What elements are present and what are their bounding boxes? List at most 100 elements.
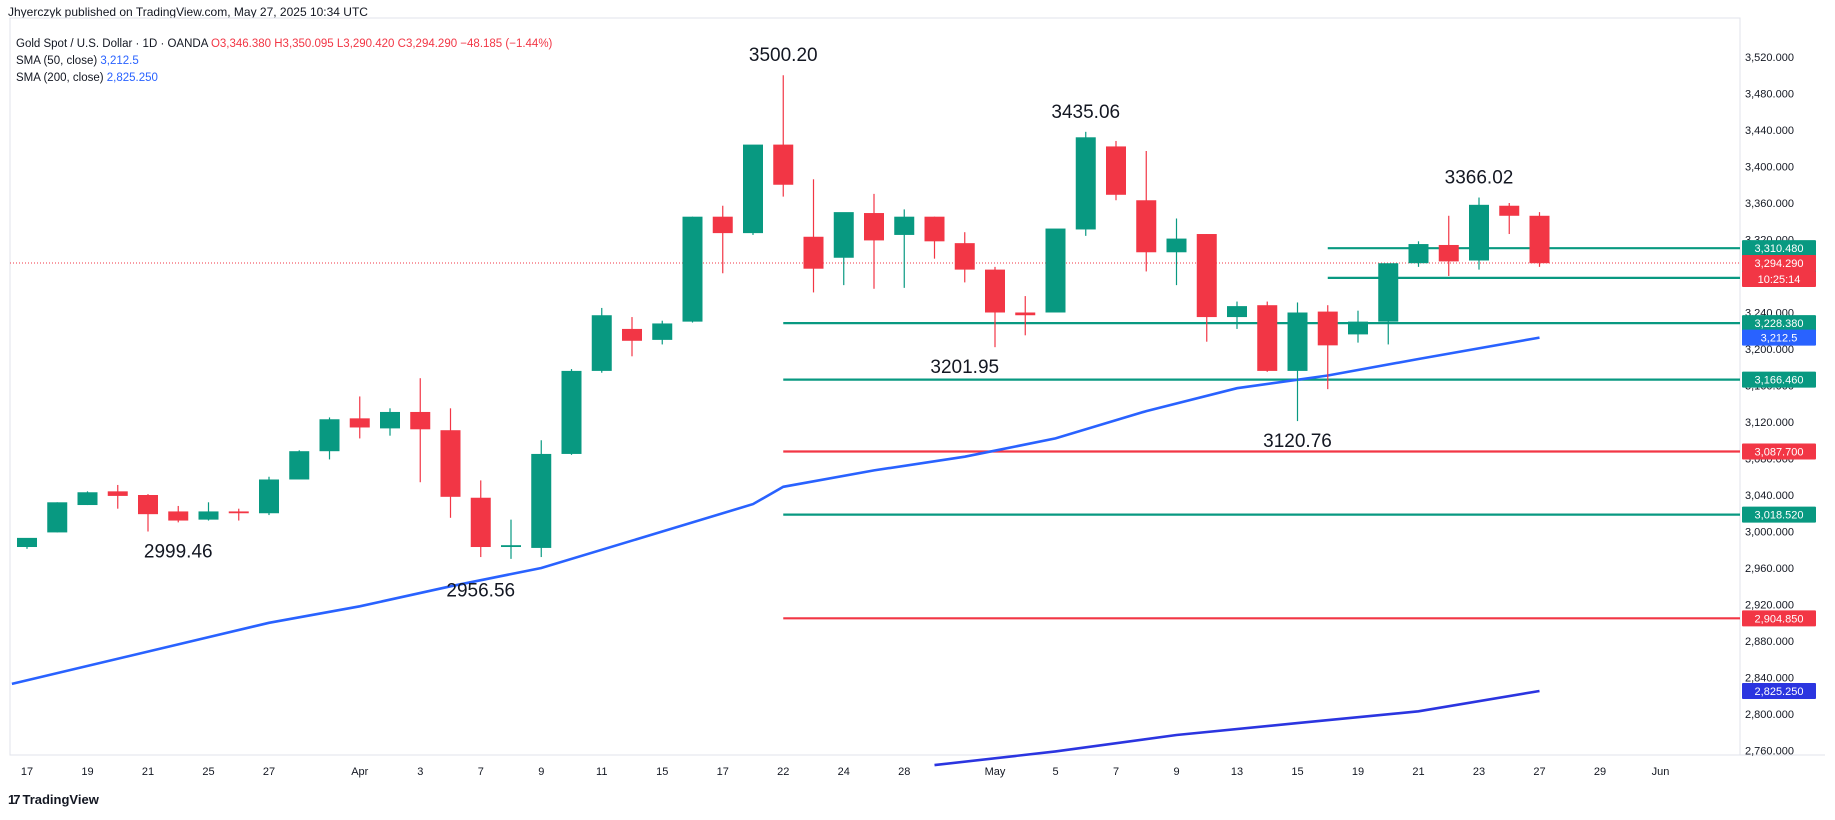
price-annotation: 2999.46 — [144, 542, 213, 563]
candle — [259, 476, 279, 516]
candle — [1317, 305, 1338, 390]
candle-body — [1529, 215, 1550, 264]
level-price-tag: 3,087.700 — [1755, 446, 1804, 458]
candle-body — [622, 328, 642, 341]
level-price-tag: 3,018.520 — [1755, 510, 1804, 522]
x-tick-label: 9 — [1173, 766, 1179, 778]
level-price-tag: 2,904.850 — [1755, 613, 1804, 625]
candle — [1408, 241, 1429, 267]
candle-body — [470, 497, 491, 548]
candle-body — [440, 430, 461, 497]
y-tick-label: 2,760.000 — [1745, 746, 1794, 758]
candle — [1227, 301, 1247, 329]
candle-body — [864, 213, 884, 241]
sma200-legend-row[interactable]: SMA (200, close) 2,825.250 — [16, 70, 552, 87]
price-tag: 3,294.290 — [1755, 258, 1804, 270]
candle-body — [107, 491, 128, 496]
candle-body — [17, 537, 37, 548]
candle — [501, 519, 521, 559]
sma50-line — [11, 336, 1540, 686]
candle — [319, 417, 340, 460]
y-tick-label: 2,800.000 — [1745, 709, 1794, 721]
price-annotation: 3366.02 — [1445, 168, 1514, 189]
level-price-tag-bg — [1742, 240, 1816, 257]
candle — [410, 378, 431, 483]
candle — [924, 216, 945, 259]
x-tick-label: 17 — [717, 766, 729, 778]
candle-body — [1469, 204, 1489, 261]
plot-area — [9, 17, 1741, 756]
price-annotation: 2956.56 — [446, 581, 515, 602]
tradingview-logo-icon: 17 — [8, 792, 21, 807]
price-tag: 3,212.5 — [1761, 333, 1798, 345]
candle-body — [410, 411, 431, 430]
candle — [228, 508, 249, 521]
y-tick-label: 2,920.000 — [1745, 600, 1794, 612]
level-price-tag: 3,310.480 — [1755, 243, 1804, 255]
candle — [380, 408, 400, 436]
candle — [985, 266, 1005, 348]
level-price-tag: 3,228.380 — [1755, 318, 1804, 330]
candle — [803, 179, 824, 293]
candle — [1075, 131, 1096, 236]
candle-body — [531, 453, 552, 548]
sma50-legend-row[interactable]: SMA (50, close) 3,212.5 — [16, 53, 552, 70]
level-price-tag-bg — [1742, 443, 1816, 460]
sma50-label: SMA (50, close) — [16, 55, 98, 67]
candle — [1136, 150, 1157, 272]
candle-body — [591, 315, 612, 371]
candle-body — [47, 502, 68, 533]
candle — [954, 232, 975, 283]
candle-body — [803, 236, 824, 269]
candle — [47, 502, 68, 533]
sma200-value: 2,825.250 — [106, 72, 158, 84]
candle — [1106, 140, 1126, 201]
candle-body — [833, 212, 854, 258]
price-tag-bg — [1742, 682, 1816, 699]
candle — [440, 408, 461, 518]
level-price-tag-bg — [1742, 371, 1816, 388]
y-tick-label: 2,840.000 — [1745, 673, 1794, 685]
candle — [17, 537, 37, 549]
candle-body — [228, 511, 249, 514]
candle-body — [1227, 306, 1247, 318]
candle — [1166, 218, 1187, 286]
candle-body — [1317, 311, 1338, 346]
candle — [198, 502, 219, 521]
price-tag-countdown: 10:25:14 — [1758, 274, 1801, 286]
brand-label: TradingView — [22, 792, 99, 807]
y-tick-label: 3,200.000 — [1745, 344, 1794, 356]
candle-body — [924, 216, 945, 242]
candle-body — [501, 545, 521, 548]
candle-body — [168, 511, 189, 521]
tradingview-brand[interactable]: 17 TradingView — [8, 792, 99, 807]
x-tick-label: 29 — [1594, 766, 1606, 778]
x-tick-label: 28 — [898, 766, 910, 778]
candle — [1196, 234, 1217, 342]
y-tick-label: 3,440.000 — [1745, 125, 1794, 137]
x-tick-label: 17 — [21, 766, 33, 778]
x-tick-label: 5 — [1052, 766, 1058, 778]
symbol-legend-row[interactable]: Gold Spot / U.S. Dollar · 1D · OANDA O3,… — [16, 36, 552, 53]
x-tick-label: 22 — [777, 766, 789, 778]
candle-body — [1408, 244, 1429, 264]
y-tick-label: 3,360.000 — [1745, 198, 1794, 210]
candle-body — [1348, 321, 1368, 335]
candle-body — [349, 418, 370, 428]
candle — [1469, 197, 1489, 270]
candle-body — [289, 451, 310, 480]
price-tag-bg — [1742, 329, 1816, 346]
candle-body — [1136, 200, 1157, 253]
candle-body — [773, 144, 794, 185]
x-tick-label: 7 — [1113, 766, 1119, 778]
x-tick-label: 9 — [538, 766, 544, 778]
sma200-label: SMA (200, close) — [16, 72, 104, 84]
publish-caption: Jhyerczyk published on TradingView.com, … — [8, 5, 368, 19]
candle-body — [1196, 234, 1217, 318]
candle — [561, 369, 582, 455]
candle-body — [652, 323, 673, 340]
candle-body — [198, 511, 219, 520]
candle-body — [712, 216, 733, 234]
candle — [1348, 310, 1368, 343]
